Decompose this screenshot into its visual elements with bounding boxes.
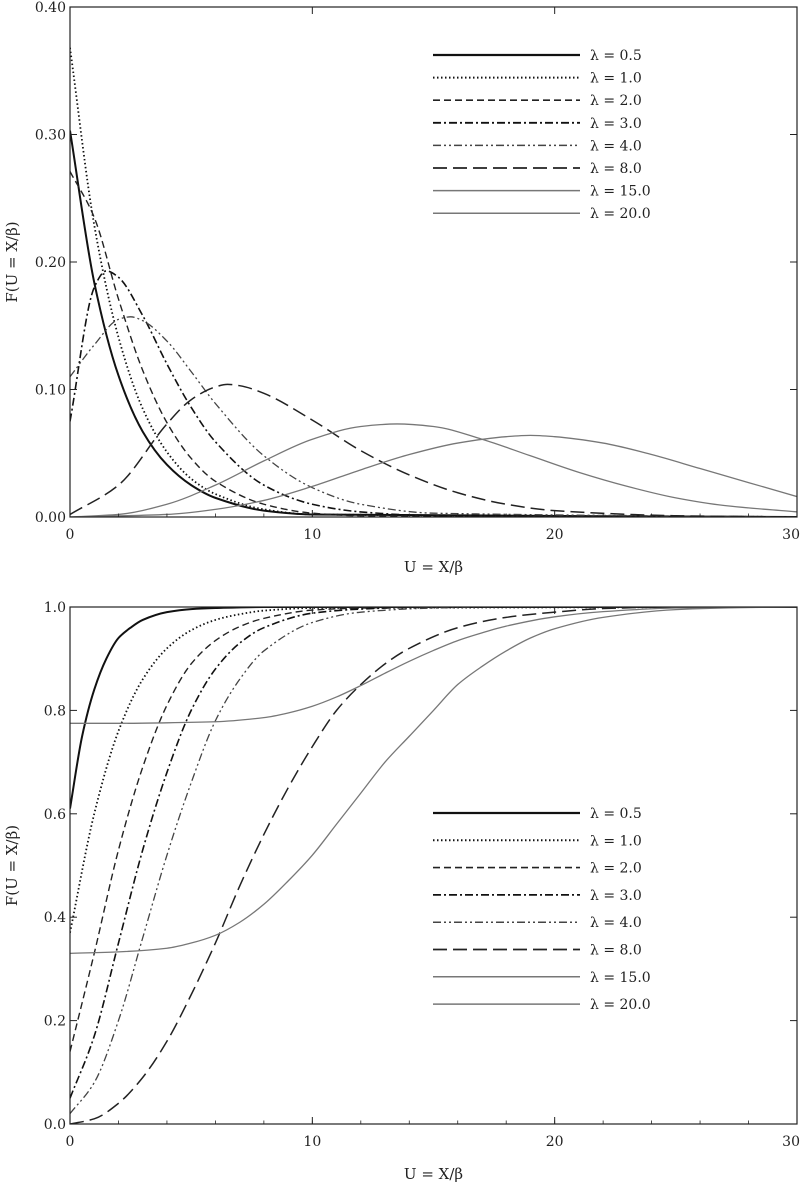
y-axis-label: F(U = X/β)	[3, 825, 21, 906]
y-tick-label: 0.8	[44, 703, 66, 719]
y-axis-label: F(U = X/β)	[3, 221, 21, 302]
x-tick-label: 10	[303, 527, 321, 543]
y-tick-label: 0.6	[44, 807, 66, 823]
x-axis-label: U = X/β	[404, 558, 463, 576]
legend-label-6: λ = 15.0	[590, 184, 651, 200]
series-line-2	[70, 607, 797, 1052]
y-tick-label: 0.20	[35, 255, 66, 271]
legend-label-3: λ = 3.0	[590, 888, 642, 904]
series-line-6	[70, 423, 797, 517]
series-line-0	[70, 130, 797, 517]
y-tick-label: 0.10	[35, 383, 66, 399]
x-tick-label: 30	[782, 1134, 800, 1150]
series-line-1	[70, 607, 797, 933]
x-tick-label: 30	[782, 527, 800, 543]
plot-frame	[69, 606, 798, 1125]
x-tick-label: 0	[66, 527, 75, 543]
series-line-7	[70, 434, 797, 517]
legend: λ = 0.5 λ = 1.0 λ = 2.0 λ = 3.0 λ = 4.0 λ = 8…	[433, 806, 651, 1013]
y-tick-label: 0.0	[44, 1117, 66, 1133]
legend-label-2: λ = 2.0	[590, 93, 642, 109]
series-line-5	[70, 383, 797, 517]
y-tick-label: 1.0	[44, 600, 66, 616]
chart-bottom: 0 10 20 30 0.0 0.2 0.4 0.6 0.8 1.0 U = X/β F(U = X/…	[3, 600, 800, 1183]
series-group	[70, 47, 797, 517]
legend-label-4: λ = 4.0	[590, 138, 642, 154]
series-line-0	[70, 607, 797, 809]
legend-label-5: λ = 8.0	[590, 943, 642, 959]
y-tick-label: 0.2	[44, 1014, 66, 1030]
chart-top: 0 10 20 30 0.00 0.10 0.20 0.30 0.40 U = X/β F(U = …	[3, 0, 800, 576]
series-line-6	[70, 607, 797, 724]
y-tick-label: 0.4	[44, 910, 66, 926]
y-tick-label: 0.30	[35, 128, 66, 144]
series-line-3	[70, 607, 797, 1099]
legend-label-1: λ = 1.0	[590, 833, 642, 849]
series-line-3	[70, 270, 797, 517]
plot-frame	[69, 6, 798, 518]
legend-label-3: λ = 3.0	[590, 116, 642, 132]
legend-label-0: λ = 0.5	[590, 48, 642, 64]
series-line-4	[70, 607, 797, 1115]
x-tick-label: 20	[546, 1134, 564, 1150]
legend-label-6: λ = 15.0	[590, 970, 651, 986]
legend-label-0: λ = 0.5	[590, 806, 642, 822]
series-line-7	[70, 607, 797, 955]
series-line-4	[70, 316, 797, 517]
x-tick-label: 0	[66, 1134, 75, 1150]
legend-label-7: λ = 20.0	[590, 206, 651, 222]
y-tick-label: 0.00	[35, 510, 66, 526]
series-line-5	[70, 607, 797, 1124]
legend-label-2: λ = 2.0	[590, 861, 642, 877]
legend-label-7: λ = 20.0	[590, 997, 651, 1013]
legend-label-4: λ = 4.0	[590, 915, 642, 931]
legend: λ = 0.5 λ = 1.0 λ = 2.0 λ = 3.0 λ = 4.0 λ = 8…	[433, 48, 651, 222]
series-group	[70, 607, 797, 1124]
x-axis-label: U = X/β	[404, 1165, 463, 1183]
series-line-1	[70, 47, 797, 517]
legend-label-1: λ = 1.0	[590, 71, 642, 87]
legend-label-5: λ = 8.0	[590, 161, 642, 177]
x-tick-label: 10	[303, 1134, 321, 1150]
series-line-2	[70, 171, 797, 517]
x-tick-label: 20	[546, 527, 564, 543]
y-tick-label: 0.40	[35, 0, 66, 16]
